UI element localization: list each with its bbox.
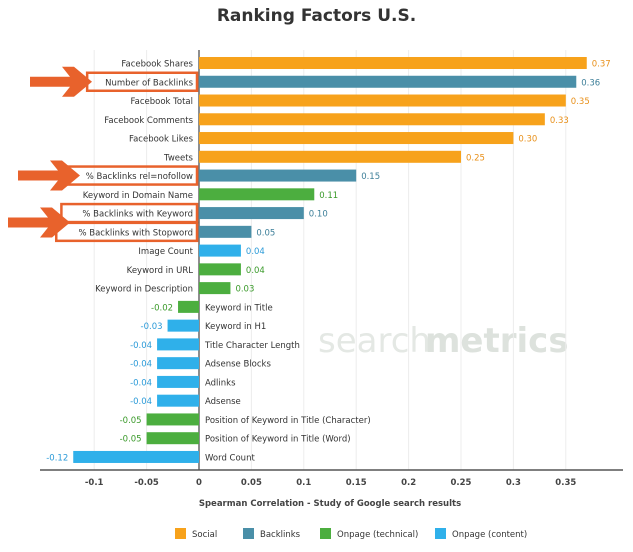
x-axis-label: Spearman Correlation - Study of Google s… (199, 499, 461, 509)
category-label: % Backlinks with Keyword (82, 210, 193, 220)
data-label: 0.05 (256, 228, 275, 238)
x-tick-label: -0.1 (85, 478, 104, 488)
data-label: 0.36 (581, 78, 600, 88)
arrow-icon (8, 207, 70, 238)
bar (199, 169, 357, 182)
data-label: 0.11 (319, 191, 338, 201)
data-label: -0.04 (130, 378, 152, 388)
bar (199, 75, 577, 88)
bar (157, 357, 199, 370)
legend-label: Backlinks (260, 530, 301, 540)
data-label: 0.04 (246, 266, 265, 276)
x-tick-label: 0.2 (401, 478, 416, 488)
bar (199, 94, 566, 107)
data-label: 0.10 (309, 210, 328, 220)
bar (199, 244, 241, 257)
bar (178, 300, 199, 313)
bar (146, 432, 199, 445)
bar (199, 282, 231, 295)
data-label: 0.37 (592, 60, 611, 70)
category-label: Facebook Total (131, 97, 194, 107)
data-label: 0.30 (518, 135, 537, 145)
watermark-logo: search (318, 321, 431, 361)
data-label: 0.04 (246, 247, 265, 257)
category-label: Keyword in URL (127, 266, 194, 276)
category-label: % Backlinks with Stopword (78, 228, 193, 238)
bar (199, 132, 514, 145)
legend-swatch (435, 528, 446, 539)
legend-swatch (320, 528, 331, 539)
category-label: Keyword in Description (95, 285, 193, 295)
category-label: Title Character Length (204, 341, 300, 351)
bar (167, 319, 199, 332)
data-label: 0.03 (235, 285, 254, 295)
arrow-icon (18, 160, 80, 191)
category-label: Keyword in Title (205, 303, 273, 313)
bar (157, 375, 199, 388)
data-label: -0.02 (151, 303, 173, 313)
category-label: Facebook Comments (104, 116, 193, 126)
data-label: -0.04 (130, 341, 152, 351)
data-label: -0.04 (130, 360, 152, 370)
data-label: -0.05 (120, 435, 142, 445)
data-label: -0.04 (130, 397, 152, 407)
bar (73, 450, 199, 463)
data-label: -0.05 (120, 416, 142, 426)
data-label: 0.25 (466, 153, 485, 163)
bar (157, 394, 199, 407)
category-label: Facebook Shares (121, 60, 193, 70)
watermark-logo: metrics (425, 321, 569, 361)
x-tick-label: 0.35 (555, 478, 576, 488)
x-tick-label: 0.1 (296, 478, 311, 488)
bar (199, 150, 461, 163)
bar (199, 263, 241, 276)
category-label: Position of Keyword in Title (Word) (205, 435, 351, 445)
category-label: Keyword in H1 (205, 322, 266, 332)
category-label: Image Count (138, 247, 193, 257)
bar (199, 188, 315, 201)
data-label: 0.15 (361, 172, 380, 182)
x-tick-label: 0 (196, 478, 202, 488)
data-label: 0.33 (550, 116, 569, 126)
category-label: Adsense (205, 397, 241, 407)
category-label: Adsense Blocks (205, 360, 271, 370)
category-label: Number of Backlinks (105, 78, 193, 88)
bar (146, 413, 199, 426)
data-label: -0.12 (46, 453, 68, 463)
x-tick-label: 0.05 (241, 478, 262, 488)
category-label: Facebook Likes (129, 135, 194, 145)
category-label: % Backlinks rel=nofollow (86, 172, 193, 182)
x-tick-label: 0.25 (451, 478, 472, 488)
x-tick-label: 0.3 (506, 478, 521, 488)
bar (199, 207, 304, 220)
category-label: Keyword in Domain Name (83, 191, 193, 201)
category-label: Adlinks (205, 378, 236, 388)
legend-swatch (175, 528, 186, 539)
arrow-icon (30, 66, 92, 97)
bar (199, 225, 252, 238)
chart-title: Ranking Factors U.S. (216, 6, 417, 26)
legend-label: Onpage (technical) (337, 530, 418, 540)
category-label: Position of Keyword in Title (Character) (205, 416, 371, 426)
bar (199, 113, 545, 126)
data-label: 0.35 (571, 97, 590, 107)
bar (199, 57, 587, 69)
category-label: Word Count (205, 453, 255, 463)
legend-label: Onpage (content) (452, 530, 527, 540)
bar (157, 338, 199, 351)
data-label: -0.03 (141, 322, 163, 332)
legend-label: Social (192, 530, 217, 540)
x-tick-label: -0.05 (134, 478, 159, 488)
category-label: Tweets (163, 153, 194, 163)
x-tick-label: 0.15 (346, 478, 367, 488)
legend-swatch (243, 528, 254, 539)
